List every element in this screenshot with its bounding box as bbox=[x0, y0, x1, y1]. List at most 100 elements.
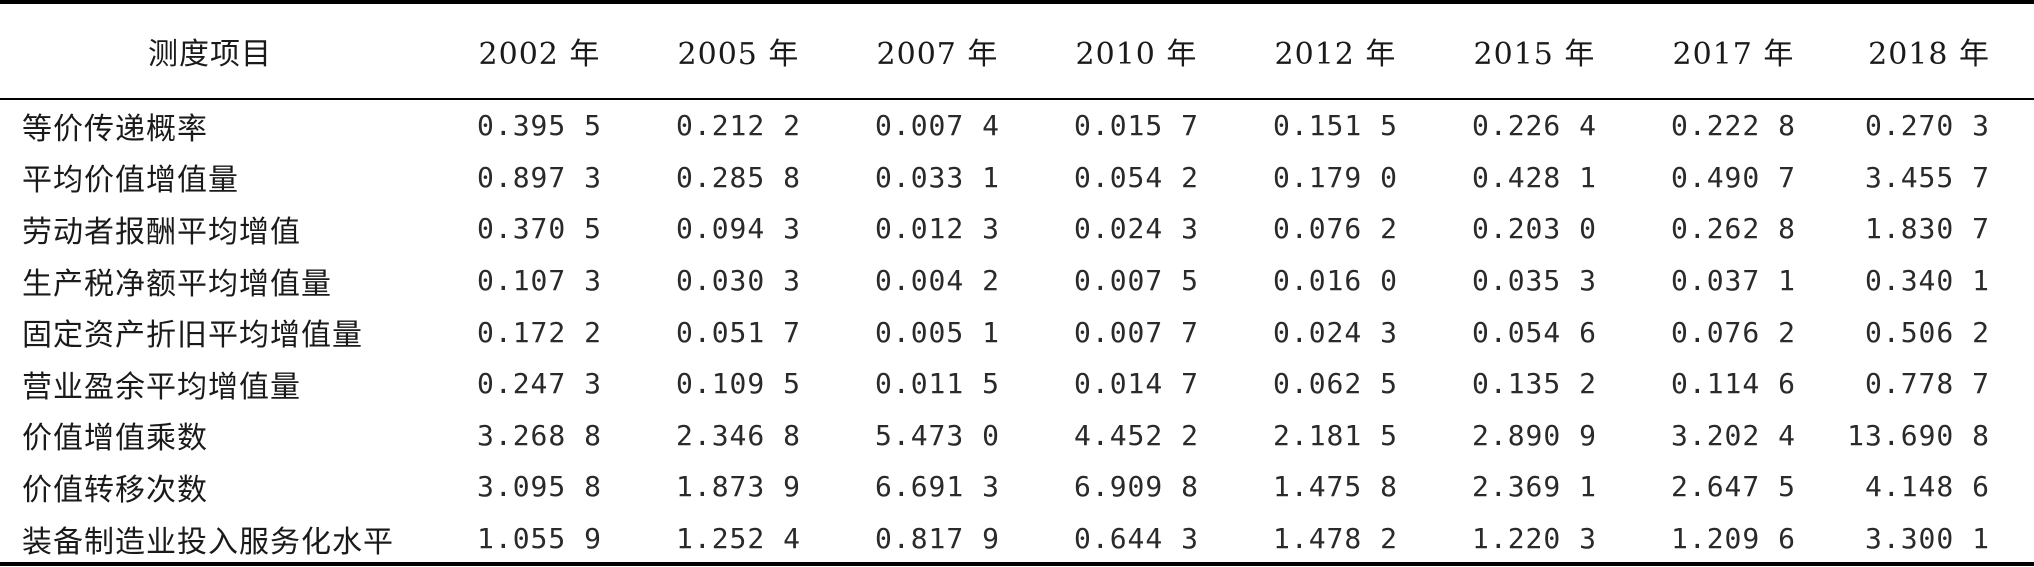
table-cell: 1.873 9 bbox=[675, 470, 801, 504]
table-cell: 1.475 8 bbox=[1272, 470, 1398, 504]
header-cell-year: 2007 年 bbox=[876, 37, 999, 72]
table-cell: 0.151 5 bbox=[1272, 109, 1398, 143]
table-cell: 6.909 8 bbox=[1073, 470, 1199, 504]
table-cell: 0.490 7 bbox=[1670, 160, 1796, 194]
table-cell: 4.148 6 bbox=[1864, 470, 1990, 504]
table-row: 价值增值乘数 3.268 8 2.346 8 5.473 0 4.452 2 2.181 … bbox=[0, 410, 2034, 462]
table-cell: 0.015 7 bbox=[1073, 109, 1199, 143]
table-cell: 0.005 1 bbox=[874, 315, 1000, 349]
table-cell: 4.452 2 bbox=[1073, 418, 1199, 452]
table-cell: 3.202 4 bbox=[1670, 418, 1796, 452]
row-label: 价值增值乘数 bbox=[22, 421, 208, 457]
table-cell: 0.109 5 bbox=[675, 367, 801, 401]
header-cell-year: 2010 年 bbox=[1075, 37, 1198, 72]
table-cell: 2.346 8 bbox=[675, 418, 801, 452]
table-cell: 0.285 8 bbox=[675, 160, 801, 194]
table-cell: 0.030 3 bbox=[675, 264, 801, 298]
table-cell: 2.647 5 bbox=[1670, 470, 1796, 504]
table-cell: 0.024 3 bbox=[1272, 315, 1398, 349]
header-cell-year: 2015 年 bbox=[1473, 37, 1596, 72]
table-row: 价值转移次数 3.095 8 1.873 9 6.691 3 6.909 8 1.475 … bbox=[0, 461, 2034, 513]
table-cell: 0.107 3 bbox=[476, 264, 602, 298]
table-cell: 1.478 2 bbox=[1272, 522, 1398, 556]
row-label: 营业盈余平均增值量 bbox=[22, 369, 301, 405]
row-label: 固定资产折旧平均增值量 bbox=[22, 318, 363, 354]
table-cell: 0.007 7 bbox=[1073, 315, 1199, 349]
table-cell: 0.506 2 bbox=[1864, 315, 1990, 349]
table-row: 等价传递概率 0.395 5 0.212 2 0.007 4 0.015 7 0.151 … bbox=[0, 100, 2034, 152]
bottom-rule bbox=[0, 562, 2034, 566]
table-cell: 1.220 3 bbox=[1471, 522, 1597, 556]
table-cell: 0.004 2 bbox=[874, 264, 1000, 298]
table-header-row: 测度项目 2002 年 2005 年 2007 年 2010 年 2012 年 … bbox=[0, 4, 2034, 98]
table-cell: 0.051 7 bbox=[675, 315, 801, 349]
table-cell: 0.226 4 bbox=[1471, 109, 1597, 143]
table-cell: 0.644 3 bbox=[1073, 522, 1199, 556]
table-cell: 0.897 3 bbox=[476, 160, 602, 194]
table-cell: 1.055 9 bbox=[476, 522, 602, 556]
table-row: 劳动者报酬平均增值 0.370 5 0.094 3 0.012 3 0.024 3 0.0… bbox=[0, 203, 2034, 255]
table-cell: 13.690 8 bbox=[1847, 418, 1990, 452]
table-row: 装备制造业投入服务化水平 1.055 9 1.252 4 0.817 9 0.644 3… bbox=[0, 513, 2034, 565]
table-cell: 0.114 6 bbox=[1670, 367, 1796, 401]
table-cell: 3.455 7 bbox=[1864, 160, 1990, 194]
top-rule bbox=[0, 0, 2034, 4]
header-cell-year: 2018 年 bbox=[1868, 37, 1990, 72]
table-cell: 0.094 3 bbox=[675, 212, 801, 246]
table-cell: 0.179 0 bbox=[1272, 160, 1398, 194]
table-cell: 0.370 5 bbox=[476, 212, 602, 246]
table-cell: 2.369 1 bbox=[1471, 470, 1597, 504]
table-cell: 0.024 3 bbox=[1073, 212, 1199, 246]
table-cell: 3.300 1 bbox=[1864, 522, 1990, 556]
table-cell: 0.222 8 bbox=[1670, 109, 1796, 143]
table-cell: 2.181 5 bbox=[1272, 418, 1398, 452]
table-row: 固定资产折旧平均增值量 0.172 2 0.051 7 0.005 1 0.007 7 0… bbox=[0, 306, 2034, 358]
header-cell-year: 2012 年 bbox=[1274, 37, 1397, 72]
table-cell: 0.012 3 bbox=[874, 212, 1000, 246]
table-cell: 1.252 4 bbox=[675, 522, 801, 556]
table-cell: 0.076 2 bbox=[1670, 315, 1796, 349]
table-row: 生产税净额平均增值量 0.107 3 0.030 3 0.004 2 0.007 5 0.… bbox=[0, 255, 2034, 307]
table-cell: 0.340 1 bbox=[1864, 264, 1990, 298]
table-cell: 0.062 5 bbox=[1272, 367, 1398, 401]
table-cell: 3.268 8 bbox=[476, 418, 602, 452]
table-cell: 1.830 7 bbox=[1864, 212, 1990, 246]
table-cell: 0.395 5 bbox=[476, 109, 602, 143]
row-label: 生产税净额平均增值量 bbox=[22, 266, 332, 302]
table-cell: 0.203 0 bbox=[1471, 212, 1597, 246]
table-cell: 0.007 4 bbox=[874, 109, 1000, 143]
table-cell: 0.014 7 bbox=[1073, 367, 1199, 401]
table-body: 等价传递概率 0.395 5 0.212 2 0.007 4 0.015 7 0.151 … bbox=[0, 100, 2034, 564]
table-cell: 0.817 9 bbox=[874, 522, 1000, 556]
header-rule bbox=[0, 98, 2034, 100]
table-cell: 0.054 6 bbox=[1471, 315, 1597, 349]
table-cell: 6.691 3 bbox=[874, 470, 1000, 504]
table-cell: 1.209 6 bbox=[1670, 522, 1796, 556]
table-cell: 0.135 2 bbox=[1471, 367, 1597, 401]
table-cell: 0.076 2 bbox=[1272, 212, 1398, 246]
table-row: 营业盈余平均增值量 0.247 3 0.109 5 0.011 5 0.014 7 0.0… bbox=[0, 358, 2034, 410]
table-cell: 5.473 0 bbox=[874, 418, 1000, 452]
table-cell: 0.212 2 bbox=[675, 109, 801, 143]
table-cell: 0.037 1 bbox=[1670, 264, 1796, 298]
table-cell: 0.172 2 bbox=[476, 315, 602, 349]
table-cell: 0.778 7 bbox=[1864, 367, 1990, 401]
table-cell: 0.428 1 bbox=[1471, 160, 1597, 194]
table-cell: 3.095 8 bbox=[476, 470, 602, 504]
row-label: 价值转移次数 bbox=[22, 472, 208, 508]
table-cell: 0.016 0 bbox=[1272, 264, 1398, 298]
table-cell: 0.054 2 bbox=[1073, 160, 1199, 194]
table-cell: 0.247 3 bbox=[476, 367, 602, 401]
table-cell: 0.033 1 bbox=[874, 160, 1000, 194]
table-row: 平均价值增值量 0.897 3 0.285 8 0.033 1 0.054 2 0.179… bbox=[0, 152, 2034, 204]
header-cell-year: 2002 年 bbox=[478, 37, 601, 72]
table-cell: 0.262 8 bbox=[1670, 212, 1796, 246]
header-cell-item: 测度项目 bbox=[148, 37, 272, 72]
table-cell: 0.011 5 bbox=[874, 367, 1000, 401]
row-label: 等价传递概率 bbox=[22, 111, 208, 147]
table-cell: 0.007 5 bbox=[1073, 264, 1199, 298]
header-cell-year: 2005 年 bbox=[677, 37, 800, 72]
table-cell: 0.270 3 bbox=[1864, 109, 1990, 143]
row-label: 劳动者报酬平均增值 bbox=[22, 214, 301, 250]
